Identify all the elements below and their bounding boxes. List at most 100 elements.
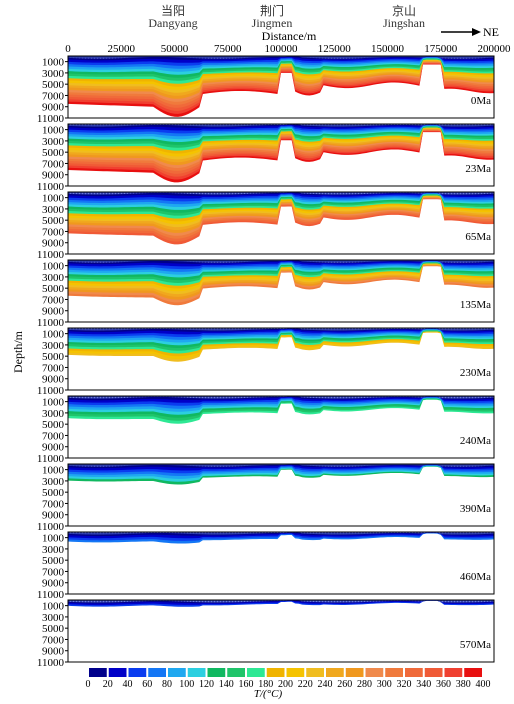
colorbar-tick-label: 280	[357, 679, 372, 690]
colorbar-swatch	[207, 668, 226, 677]
colorbar-swatch	[89, 668, 107, 677]
location-label-zh: 荆门	[260, 3, 284, 18]
y-tick-label: 5000	[42, 419, 65, 431]
colorbar-swatch	[266, 668, 285, 677]
y-tick-label: 11000	[37, 521, 65, 533]
surface-layer	[68, 124, 494, 127]
y-tick-label: 1000	[42, 125, 65, 137]
surface-layer	[68, 192, 494, 195]
y-tick-label: 7000	[42, 498, 65, 510]
colorbar-swatch	[128, 668, 147, 677]
panel-age-label: 0Ma	[471, 95, 491, 107]
colorbar-tick-label: 380	[456, 679, 471, 690]
y-tick-label: 5000	[42, 79, 65, 91]
y-tick-label: 9000	[42, 646, 65, 658]
panel-border	[67, 55, 495, 119]
colorbar-swatch	[464, 668, 482, 677]
colorbar-swatch	[187, 668, 206, 677]
colorbar-tick-label: 100	[179, 679, 194, 690]
y-tick-label: 5000	[42, 351, 65, 363]
y-tick-label: 7000	[42, 362, 65, 374]
y-tick-label: 1000	[42, 601, 65, 613]
colorbar: 0 20 40 60 80 100 120 140 160 180 200 220 240 260 280 3…	[86, 668, 491, 690]
y-tick-label: 9000	[42, 578, 65, 590]
arrow-head-icon	[472, 28, 481, 36]
colorbar-swatch	[345, 668, 364, 677]
colorbar-swatch	[168, 668, 186, 677]
panel-age-label: 135Ma	[460, 299, 491, 311]
location-label-en: Jingshan	[383, 16, 425, 30]
x-tick-label: 75000	[214, 43, 242, 55]
colorbar-swatch	[326, 668, 344, 677]
y-tick-label: 9000	[42, 102, 65, 114]
y-tick-label: 1000	[42, 57, 65, 69]
panel-border	[67, 599, 495, 663]
colorbar-tick-label: 400	[476, 679, 491, 690]
location-label-en: Dangyang	[148, 16, 197, 30]
panel-border	[67, 531, 495, 595]
y-tick-label: 5000	[42, 215, 65, 227]
y-tick-label: 11000	[37, 453, 65, 465]
colorbar-swatch	[405, 668, 423, 677]
surface-layer	[68, 328, 494, 331]
colorbar-tick-label: 60	[142, 679, 152, 690]
colorbar-tick-label: 140	[219, 679, 234, 690]
y-tick-label: 3000	[42, 68, 65, 80]
colorbar-swatch	[306, 668, 324, 677]
panel-age-label: 390Ma	[460, 503, 491, 515]
y-tick-label: 9000	[42, 238, 65, 250]
y-tick-label: 3000	[42, 272, 65, 284]
colorbar-label: T/(°C)	[254, 688, 283, 700]
x-axis-label: Distance/m	[262, 29, 317, 43]
colorbar-tick-label: 260	[337, 679, 352, 690]
direction-label: NE	[483, 25, 499, 39]
x-tick-labels: 0 25000 50000 75000 100000 125000 150000 175000…	[65, 43, 511, 55]
y-axis-label: Depth/m	[11, 330, 25, 373]
y-tick-label: 7000	[42, 430, 65, 442]
colorbar-swatch	[227, 668, 245, 677]
y-tick-label: 9000	[42, 442, 65, 454]
colorbar-swatch	[148, 668, 166, 677]
y-tick-label: 3000	[42, 476, 65, 488]
colorbar-swatch	[247, 668, 265, 677]
colorbar-swatch	[444, 668, 463, 677]
panel-border	[67, 123, 495, 187]
location-label-zh: 京山	[392, 4, 416, 18]
panel-border	[67, 191, 495, 255]
x-tick-label: 25000	[108, 43, 136, 55]
y-tick-label: 11000	[37, 589, 65, 601]
y-tick-label: 3000	[42, 340, 65, 352]
colorbar-tick-label: 40	[123, 679, 133, 690]
y-tick-label: 1000	[42, 397, 65, 409]
panel-age-label: 23Ma	[465, 163, 491, 175]
y-tick-label: 3000	[42, 136, 65, 148]
x-tick-label: 50000	[161, 43, 189, 55]
y-tick-label: 7000	[42, 294, 65, 306]
y-tick-label: 11000	[37, 317, 65, 329]
colorbar-swatch	[365, 668, 384, 677]
panel-age-label: 240Ma	[460, 435, 491, 447]
y-tick-label: 7000	[42, 90, 65, 102]
panel-border	[67, 463, 495, 527]
y-tick-label: 5000	[42, 623, 65, 635]
colorbar-tick-label: 360	[436, 679, 451, 690]
x-tick-label: 100000	[265, 43, 299, 55]
y-tick-label: 9000	[42, 170, 65, 182]
colorbar-tick-label: 120	[199, 679, 214, 690]
surface-layer	[68, 260, 494, 263]
y-tick-label: 11000	[37, 249, 65, 261]
panel-age-label: 570Ma	[460, 639, 491, 651]
y-tick-label: 1000	[42, 533, 65, 545]
x-tick-label: 200000	[478, 43, 512, 55]
colorbar-tick-label: 200	[278, 679, 293, 690]
y-tick-label: 7000	[42, 566, 65, 578]
